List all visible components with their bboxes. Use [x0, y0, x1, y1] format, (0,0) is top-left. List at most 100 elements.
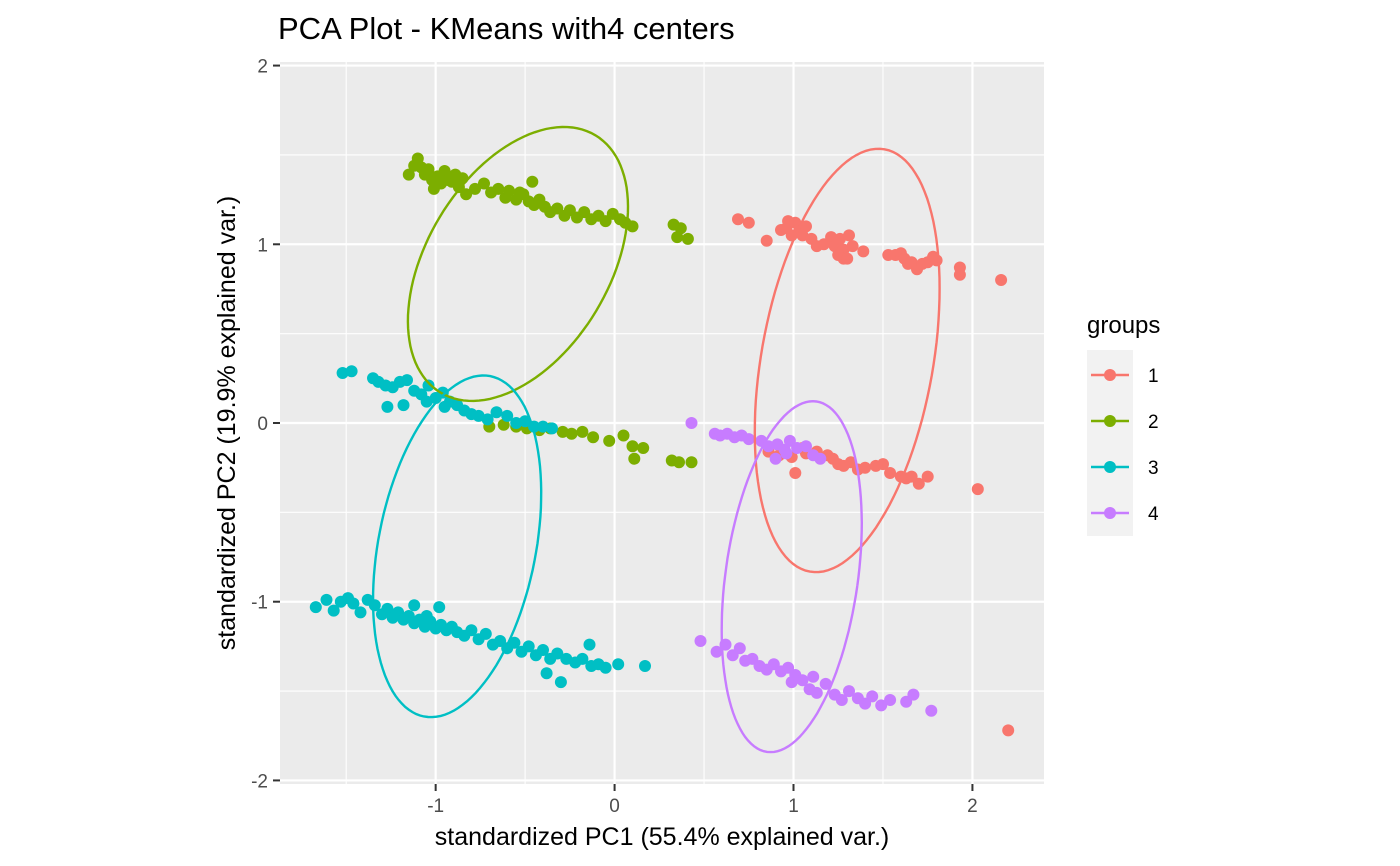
point-g2-41	[626, 220, 639, 233]
ellipse-group-3	[371, 374, 543, 719]
point-g4-16	[769, 452, 782, 465]
legend-marker-1	[1104, 369, 1116, 381]
point-g2-60	[626, 440, 639, 453]
ellipse-group-4	[720, 399, 864, 754]
point-g4-44	[907, 688, 920, 701]
point-g3-10	[422, 379, 435, 392]
point-g4-33	[810, 686, 823, 699]
point-g2-57	[587, 431, 600, 444]
point-g4-19	[710, 645, 723, 658]
point-g3-75	[612, 658, 625, 671]
point-g1-60	[971, 483, 984, 496]
point-g3-28	[420, 395, 433, 408]
point-g2-18	[478, 177, 490, 190]
point-g3-65	[537, 644, 549, 656]
point-g4-40	[866, 690, 879, 703]
point-g4-37	[843, 685, 855, 698]
legend-marker-4	[1104, 507, 1116, 519]
point-g2-63	[673, 456, 685, 469]
point-g4-22	[733, 642, 746, 655]
point-g2-44	[671, 231, 684, 244]
point-g4-45	[925, 704, 938, 717]
point-g3-73	[599, 661, 612, 674]
point-g4-41	[875, 699, 888, 712]
ellipse-group-2	[406, 125, 630, 403]
point-g2-17	[469, 182, 481, 195]
x-tick-label-3: 2	[967, 796, 978, 817]
point-g2-0	[402, 168, 415, 181]
point-g3-32	[327, 604, 340, 617]
point-g2-64	[685, 456, 698, 469]
x-axis: -1 0 1 2	[427, 784, 978, 817]
point-g3-20	[501, 409, 514, 422]
point-g4-36	[835, 694, 848, 706]
point-g1-37	[995, 274, 1008, 286]
point-g4-46	[785, 676, 798, 689]
point-g4-0	[685, 417, 698, 429]
y-tick-label-0: -2	[251, 771, 268, 792]
point-g2-58	[603, 434, 616, 447]
point-g3-61	[508, 636, 521, 649]
point-g2-61	[637, 442, 650, 454]
chart-title: PCA Plot - KMeans with4 centers	[278, 11, 735, 46]
point-g2-15	[456, 172, 469, 185]
point-g3-63	[522, 640, 535, 653]
legend-marker-3	[1104, 461, 1116, 473]
point-g4-17	[780, 447, 793, 460]
point-g2-54	[556, 425, 569, 438]
legend-label-3: 3	[1148, 458, 1159, 479]
x-tick-label-2: 1	[788, 796, 799, 817]
legend-items: 1 2 3 4	[1091, 366, 1159, 525]
point-g3-36	[354, 606, 367, 619]
point-g3-17	[472, 409, 485, 422]
x-tick-label-0: -1	[427, 796, 444, 817]
point-g3-76	[583, 638, 596, 651]
point-g4-12	[791, 442, 804, 454]
ellipse-group-1	[753, 147, 941, 574]
point-g1-16	[834, 232, 846, 245]
point-g4-6	[742, 433, 755, 446]
x-tick-label-1: 0	[609, 796, 620, 817]
point-g1-0	[732, 213, 744, 226]
series-2-points	[402, 152, 698, 469]
point-g1-2	[760, 234, 773, 247]
point-g2-45	[681, 232, 694, 245]
point-g1-19	[846, 240, 859, 253]
point-g2-16	[460, 188, 473, 201]
point-g2-55	[565, 427, 578, 440]
legend-item-2: 2	[1091, 412, 1159, 433]
point-g4-31	[796, 674, 809, 687]
point-g1-7	[789, 216, 802, 229]
point-g1-57	[912, 477, 925, 490]
legend-marker-2	[1104, 415, 1116, 427]
point-g2-65	[628, 452, 641, 465]
legend-item-3: 3	[1091, 458, 1159, 479]
y-tick-label-3: 1	[257, 235, 268, 256]
point-g3-38	[368, 599, 381, 612]
point-g3-40	[381, 602, 394, 615]
point-g2-22	[503, 184, 515, 197]
point-g3-30	[309, 601, 322, 614]
point-g3-35	[347, 597, 360, 610]
y-tick-label-1: -1	[251, 593, 268, 614]
point-g3-24	[537, 420, 549, 433]
point-g1-58	[921, 470, 934, 483]
point-g1-61	[1002, 724, 1015, 737]
point-g1-10	[800, 220, 812, 233]
point-g3-55	[465, 624, 478, 637]
point-g3-27	[397, 399, 410, 412]
legend-label-1: 1	[1148, 366, 1159, 387]
x-axis-title: standardized PC1 (55.4% explained var.)	[435, 823, 889, 851]
point-g2-46	[526, 175, 539, 188]
point-g1-34	[930, 254, 943, 267]
point-g3-21	[510, 417, 523, 429]
series-4-points	[685, 417, 938, 717]
point-g3-81	[433, 601, 446, 614]
point-g4-42	[884, 694, 897, 706]
point-g3-0	[336, 367, 349, 379]
point-g1-59	[789, 467, 802, 479]
point-g4-15	[814, 452, 827, 465]
point-g4-34	[819, 677, 832, 690]
point-g1-50	[859, 461, 872, 474]
point-g2-10	[438, 165, 451, 177]
